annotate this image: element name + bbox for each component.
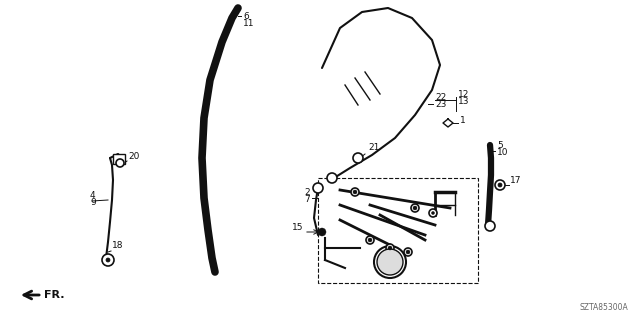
Bar — [113, 154, 125, 164]
Circle shape — [495, 180, 505, 190]
Text: 5: 5 — [497, 141, 503, 150]
Bar — [318, 178, 478, 283]
Circle shape — [485, 221, 495, 231]
Circle shape — [116, 159, 124, 167]
Text: 6: 6 — [243, 12, 249, 21]
Circle shape — [368, 238, 372, 242]
Text: 13: 13 — [458, 97, 470, 106]
Circle shape — [353, 190, 357, 194]
Circle shape — [377, 249, 403, 275]
Circle shape — [327, 173, 337, 183]
Text: 10: 10 — [497, 148, 509, 157]
Circle shape — [411, 204, 419, 212]
Text: 8: 8 — [405, 260, 411, 269]
Text: 17: 17 — [510, 176, 522, 185]
Circle shape — [498, 183, 502, 187]
Circle shape — [431, 212, 435, 214]
Text: 4: 4 — [90, 191, 95, 200]
Text: 16: 16 — [350, 261, 362, 270]
Circle shape — [353, 153, 363, 163]
Text: 21: 21 — [368, 143, 380, 152]
Circle shape — [313, 183, 323, 193]
Circle shape — [386, 244, 394, 252]
Text: 18: 18 — [112, 241, 124, 250]
Circle shape — [318, 228, 326, 236]
Text: 7: 7 — [304, 195, 310, 204]
Text: 19: 19 — [440, 206, 451, 215]
Text: 14: 14 — [412, 245, 424, 254]
Text: SZTA85300A: SZTA85300A — [579, 303, 628, 312]
Circle shape — [406, 250, 410, 254]
Text: FR.: FR. — [44, 290, 65, 300]
Text: 1: 1 — [460, 116, 466, 125]
Text: 3: 3 — [405, 253, 411, 262]
Text: 22: 22 — [435, 93, 446, 102]
Circle shape — [388, 246, 392, 250]
Text: 2: 2 — [305, 188, 310, 197]
Circle shape — [404, 248, 412, 256]
Text: 23: 23 — [435, 100, 446, 109]
Text: 9: 9 — [90, 198, 96, 207]
Text: 20: 20 — [128, 152, 140, 161]
Text: 12: 12 — [458, 90, 469, 99]
Circle shape — [351, 188, 359, 196]
Circle shape — [413, 206, 417, 210]
Circle shape — [102, 254, 114, 266]
Circle shape — [429, 209, 437, 217]
Circle shape — [106, 258, 110, 262]
Circle shape — [374, 246, 406, 278]
Text: 16: 16 — [410, 231, 422, 240]
Text: 15: 15 — [291, 223, 303, 232]
Circle shape — [366, 236, 374, 244]
Text: 11: 11 — [243, 19, 255, 28]
